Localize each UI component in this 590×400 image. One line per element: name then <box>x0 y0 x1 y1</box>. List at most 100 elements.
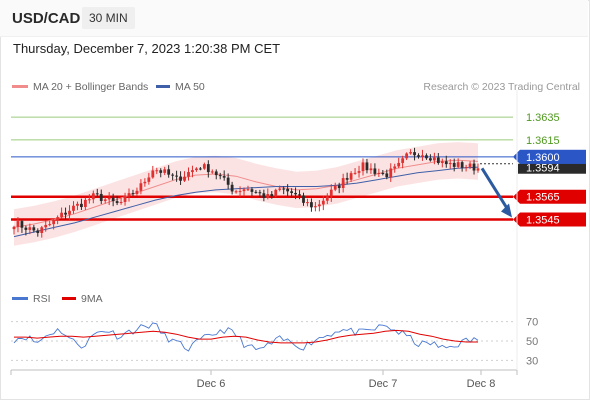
rsi-panel: 70 50 30 <box>11 317 538 367</box>
x-tick-label: Dec 8 <box>467 378 496 390</box>
candle-body <box>425 155 428 159</box>
candle-body <box>195 168 198 171</box>
pivot-label-top: 1.3600 <box>526 152 560 164</box>
candle-body <box>432 157 436 161</box>
rsi-tick-30: 30 <box>526 355 538 367</box>
candle-body <box>226 177 230 185</box>
level-label-1.3615: 1.3615 <box>526 135 560 147</box>
candle-body <box>95 193 99 195</box>
ma9-legend-label: 9MA <box>81 293 103 305</box>
candle-body <box>210 171 214 173</box>
candle-body <box>349 173 353 180</box>
candle-body <box>131 193 135 195</box>
moving-averages <box>13 159 479 238</box>
candle-body <box>163 169 167 173</box>
candle-body <box>373 168 377 174</box>
candle-body <box>91 193 95 200</box>
candle-body <box>48 224 52 226</box>
research-credit: Research © 2023 Trading Central <box>423 81 580 93</box>
candle-body <box>214 171 218 176</box>
candle-body <box>381 172 385 174</box>
candle-body <box>103 199 107 201</box>
candle-body <box>80 203 83 208</box>
candle-body <box>290 191 294 193</box>
ma50-legend-swatch <box>156 85 170 88</box>
candle-body <box>119 201 123 204</box>
candle-body <box>246 189 250 191</box>
level-label-1.3635: 1.3635 <box>526 112 560 124</box>
level-tag-1.3545 <box>513 212 586 227</box>
level-tag-1.3565 <box>513 189 586 204</box>
candle-body <box>99 193 103 201</box>
ma50-legend-label: MA 50 <box>175 81 205 93</box>
candle-body <box>365 162 369 171</box>
candle-body <box>222 176 226 178</box>
candle-body <box>254 191 258 193</box>
candle-body <box>234 191 238 193</box>
candle-body <box>353 172 357 174</box>
candle-body <box>436 157 440 164</box>
candle-body <box>317 204 321 207</box>
level-label-1.3565: 1.3565 <box>526 192 560 204</box>
candle-body <box>202 164 206 169</box>
candle-body <box>135 190 139 194</box>
candle-body <box>278 188 282 190</box>
candle-body <box>111 197 115 202</box>
candle-body <box>250 189 254 192</box>
candle-body <box>143 181 147 184</box>
candle-body <box>361 162 365 172</box>
x-axis: Dec 6 Dec 7 Dec 8 <box>10 370 518 390</box>
candle-body <box>286 188 290 192</box>
candle-body <box>115 201 119 204</box>
candle-body <box>282 188 286 190</box>
candle-body <box>440 161 444 164</box>
candle-body <box>274 189 278 197</box>
candle-body <box>357 171 361 173</box>
chart-header: USD/CAD 30 MIN <box>0 0 588 37</box>
bollinger-band <box>14 142 478 246</box>
candle-body <box>329 189 333 197</box>
candle-body <box>266 194 270 198</box>
candle-body <box>258 192 262 194</box>
candle-body <box>147 177 151 182</box>
candle-body <box>60 212 63 218</box>
candle-body <box>28 227 32 230</box>
candle-body <box>476 168 480 171</box>
candle-body <box>175 175 178 177</box>
candle-body <box>206 164 210 173</box>
candle-body <box>421 155 424 157</box>
candle-body <box>413 152 416 156</box>
candle-body <box>191 170 194 173</box>
rsi-ma-line <box>14 329 478 344</box>
bollinger-band-area <box>14 142 478 246</box>
last-price-tag <box>518 163 586 174</box>
candle-body <box>155 170 159 172</box>
candle-body <box>314 206 317 208</box>
candle-body <box>401 158 405 163</box>
last-price-label: 1.3594 <box>526 163 560 175</box>
pivot-tag-top <box>513 149 586 164</box>
ma20-legend-label: MA 20 + Bollinger Bands <box>33 81 148 93</box>
candle-body <box>238 191 242 193</box>
rsi-tick-50: 50 <box>526 336 538 348</box>
candle-body <box>230 184 234 192</box>
forecast-arrow-head <box>501 203 512 218</box>
candle-body <box>448 162 452 165</box>
ma9-legend-swatch <box>62 297 76 300</box>
candle-body <box>302 195 305 203</box>
chart-datetime: Thursday, December 7, 2023 1:20:38 PM CE… <box>13 41 281 56</box>
candle-body <box>32 227 36 231</box>
x-tick-label: Dec 7 <box>369 378 398 390</box>
candle-body <box>87 199 91 201</box>
candle-body <box>262 193 266 198</box>
candle-body <box>187 172 190 177</box>
candle-body <box>452 162 456 167</box>
candle-body <box>56 217 60 220</box>
level-labels: 1.36351.36151.36001.35651.35451.35941.36… <box>513 112 586 227</box>
timeframe-badge[interactable]: 30 MIN <box>82 7 135 29</box>
candle-body <box>294 192 297 195</box>
candle-body <box>68 210 71 215</box>
candle-body <box>167 169 171 175</box>
candle-body <box>72 205 75 211</box>
